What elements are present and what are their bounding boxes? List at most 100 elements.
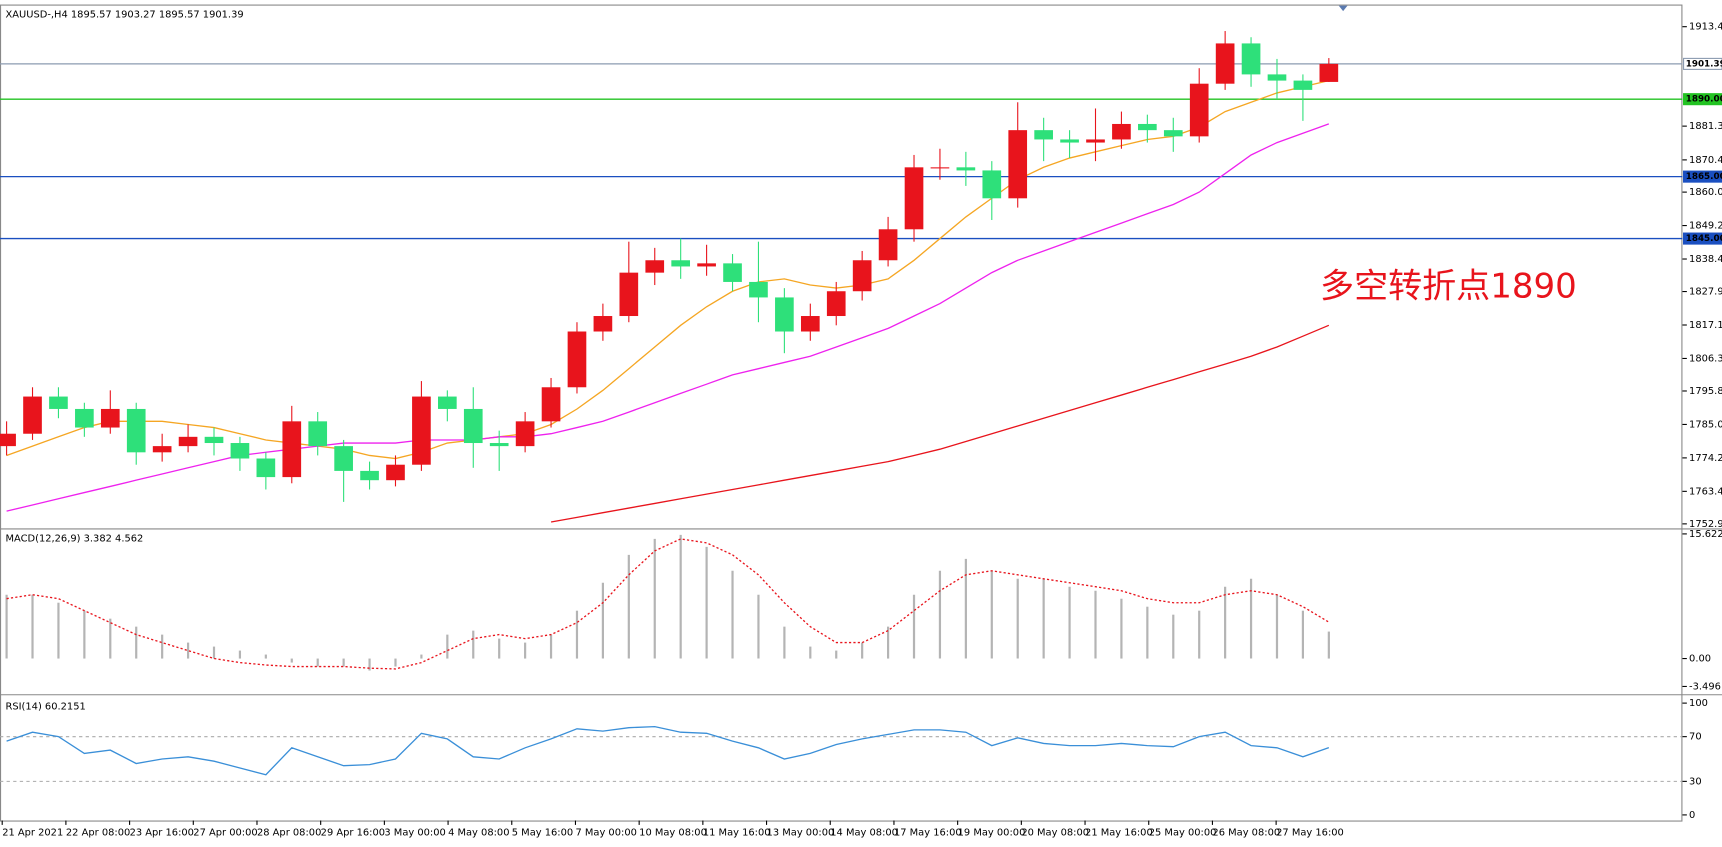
x-tick-label: 4 May 08:00 bbox=[448, 828, 509, 839]
x-tick-label: 27 May 16:00 bbox=[1276, 828, 1344, 839]
candle-body bbox=[204, 436, 224, 444]
price-label-box bbox=[1683, 170, 1722, 183]
candle-body bbox=[749, 281, 768, 298]
candle-body bbox=[515, 421, 535, 447]
candle-body bbox=[1319, 63, 1339, 82]
candle-body bbox=[1241, 43, 1261, 75]
candle-body bbox=[75, 408, 94, 428]
x-tick-label: 27 Apr 00:00 bbox=[193, 828, 257, 839]
y-tick-label: 1881.30 bbox=[1689, 121, 1722, 132]
price-label: 1845.00 bbox=[1686, 234, 1722, 244]
candle-body bbox=[541, 387, 561, 422]
annotation: 多空转折点1890 bbox=[1320, 266, 1577, 306]
moving-average bbox=[6, 123, 1330, 512]
y-tick-label: 1817.10 bbox=[1689, 320, 1722, 331]
candle-body bbox=[1008, 130, 1028, 199]
x-tick-label: 20 May 08:00 bbox=[1021, 828, 1089, 839]
candle-body bbox=[386, 464, 405, 481]
y-tick-label: 0.00 bbox=[1689, 654, 1711, 665]
x-tick-label: 19 May 00:00 bbox=[958, 828, 1026, 839]
y-tick-label: 1860.00 bbox=[1689, 187, 1722, 198]
y-tick-label: 1763.40 bbox=[1689, 486, 1722, 497]
y-tick-label: 1795.80 bbox=[1689, 386, 1722, 397]
candle-body bbox=[878, 229, 898, 261]
candle-body bbox=[334, 446, 353, 471]
x-tick-label: 10 May 08:00 bbox=[639, 828, 707, 839]
x-tick-label: 17 May 16:00 bbox=[894, 828, 962, 839]
candle-body bbox=[619, 272, 639, 317]
y-tick-label: 70 bbox=[1689, 732, 1702, 743]
y-tick-label: 30 bbox=[1689, 776, 1702, 787]
x-tick-label: 28 Apr 08:00 bbox=[257, 828, 321, 839]
candle-body bbox=[1060, 139, 1079, 143]
y-tick-label: 100 bbox=[1689, 698, 1708, 709]
candle-body bbox=[723, 263, 742, 282]
candle-body bbox=[126, 408, 146, 453]
price-label: 1901.39 bbox=[1686, 59, 1722, 69]
y-tick-label: 1806.30 bbox=[1689, 353, 1722, 364]
candle-body bbox=[23, 396, 42, 434]
rsi-line bbox=[6, 725, 1330, 776]
y-tick-label: 1827.90 bbox=[1689, 287, 1722, 298]
candle-body bbox=[645, 260, 665, 273]
y-tick-label: 15.622 bbox=[1689, 529, 1722, 540]
moving-average bbox=[550, 324, 1330, 523]
x-tick-label: 23 Apr 16:00 bbox=[130, 828, 194, 839]
candle-body bbox=[593, 316, 613, 332]
price-label: 1890.00 bbox=[1686, 95, 1722, 105]
x-tick-label: 21 May 16:00 bbox=[1085, 828, 1153, 839]
moving-average bbox=[6, 79, 1329, 460]
candle-body bbox=[800, 316, 820, 332]
price-label-box bbox=[1683, 57, 1722, 70]
candle-body bbox=[1215, 43, 1235, 84]
rsi-title: RSI(14) 60.2151 bbox=[5, 701, 85, 712]
candle-body bbox=[904, 167, 924, 230]
candle-body bbox=[308, 421, 328, 447]
candle-body bbox=[256, 458, 276, 478]
candle-body bbox=[49, 396, 68, 409]
x-tick-label: 22 Apr 08:00 bbox=[66, 828, 130, 839]
candle-body bbox=[282, 421, 302, 478]
candle-body bbox=[852, 260, 872, 292]
y-tick-label: 1774.20 bbox=[1689, 453, 1722, 464]
ma-group bbox=[6, 79, 1330, 523]
candle-body bbox=[438, 396, 457, 409]
candle-body bbox=[360, 470, 379, 481]
candle-body bbox=[567, 331, 587, 388]
candle-body bbox=[982, 170, 1002, 199]
plot-area: 1913.40 1881.30 1870.40 1860.00 1849.20 1838.… bbox=[0, 22, 1722, 839]
y-tick-label: 1913.40 bbox=[1689, 22, 1722, 33]
candle-body bbox=[1163, 130, 1183, 137]
candle-body bbox=[152, 446, 172, 453]
y-tick-label: 1785.00 bbox=[1689, 419, 1722, 430]
candle-body bbox=[100, 408, 120, 428]
candle-body bbox=[1086, 139, 1105, 143]
y-tick-label: 1752.90 bbox=[1689, 519, 1722, 530]
y-tick-label: -3.496 bbox=[1689, 681, 1721, 692]
price-label: 1865.00 bbox=[1686, 172, 1722, 182]
macd-title: MACD(12,26,9) 3.382 4.562 bbox=[5, 533, 143, 544]
x-tick-label: 14 May 08:00 bbox=[830, 828, 898, 839]
y-tick-label: 1849.20 bbox=[1689, 221, 1722, 232]
candle-body bbox=[671, 260, 691, 267]
candle-body bbox=[775, 297, 794, 332]
price-label-box bbox=[1683, 93, 1722, 106]
candle-body bbox=[1293, 80, 1313, 90]
candle-body bbox=[1138, 123, 1157, 131]
candle-body bbox=[463, 408, 483, 444]
x-tick-label: 13 May 00:00 bbox=[767, 828, 835, 839]
shift-marker bbox=[1338, 5, 1348, 12]
y-tick-label: 1838.40 bbox=[1689, 254, 1722, 265]
chart-title: XAUUSD-,H4 1895.57 1903.27 1895.57 1901.… bbox=[5, 9, 243, 20]
candle-body bbox=[930, 167, 950, 169]
price-label-box bbox=[1683, 232, 1722, 245]
candle-body bbox=[1034, 130, 1053, 140]
y-tick-label: 0 bbox=[1689, 810, 1695, 821]
candle-body bbox=[489, 443, 509, 447]
x-tick-label: 29 Apr 16:00 bbox=[321, 828, 385, 839]
candle-body bbox=[412, 396, 431, 465]
x-tick-label: 25 May 00:00 bbox=[1149, 828, 1217, 839]
y-tick-label: 1870.40 bbox=[1689, 155, 1722, 166]
candle-body bbox=[0, 433, 16, 447]
